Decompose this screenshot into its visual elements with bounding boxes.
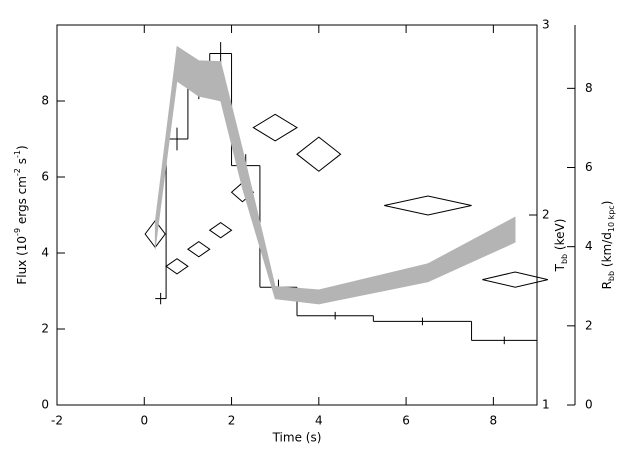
y3-tick-label: 2 (585, 318, 593, 332)
y3-axis-label-part: bb (607, 271, 616, 281)
y3-tick-label: 4 (585, 239, 593, 253)
x-tick-label: 4 (315, 414, 323, 428)
y-axis-label-part: -1 (13, 150, 22, 158)
diamond (384, 195, 472, 216)
x-tick-label: 6 (402, 414, 410, 428)
y-tick-label: 0 (41, 398, 49, 412)
y-tick-label: 6 (41, 170, 49, 184)
band-segment (198, 60, 221, 102)
y3-axis-label-part: ) (600, 201, 614, 206)
diamond (482, 271, 549, 288)
y3-axis-label-part: R (600, 281, 614, 289)
band-segment (274, 285, 320, 305)
diamond (144, 219, 166, 249)
x-tick-label: 0 (140, 414, 148, 428)
y-axis-label-part: -9 (13, 228, 22, 236)
y-tick-label: 4 (41, 246, 49, 260)
y2-axis-label-part: (keV) (553, 219, 567, 254)
y-axis-label-part: -2 (13, 168, 22, 176)
x-axis-label: Time (s) (272, 431, 322, 445)
x-tick-label: 8 (490, 414, 498, 428)
plot-frame (56, 24, 538, 406)
y-axis-label-part: s (15, 158, 29, 168)
diamond (230, 182, 255, 203)
y-tick-label: 2 (41, 322, 49, 336)
x-tick-label: 2 (228, 414, 236, 428)
y3-tick-label: 6 (585, 160, 593, 174)
y2-axis-label-part: T (553, 263, 567, 272)
band-segment (318, 263, 429, 305)
y2-axis-label-part: bb (560, 254, 569, 264)
diamond (165, 258, 189, 275)
y3-axis-label-part: 10 kpc (607, 205, 616, 232)
y2-axis-label: Tbb (keV) (553, 219, 570, 273)
diamond (296, 136, 342, 172)
band-segment (176, 45, 200, 97)
diamond (187, 240, 211, 258)
y2-tick-label: 2 (542, 208, 550, 222)
y-axis-label-part: ) (15, 145, 29, 150)
y3-axis-label: Rbb (km/d10 kpc) (600, 201, 617, 290)
y-tick-label: 8 (41, 94, 49, 108)
y3-axis-label-part: (km/d (600, 232, 614, 271)
y3-tick-label: 8 (585, 81, 593, 95)
x-tick-label: -2 (51, 414, 63, 428)
y-axis-label-part: Flux (10 (15, 236, 29, 285)
band-segment (427, 216, 516, 283)
y2-tick-label: 1 (542, 398, 550, 412)
y-axis-label: Flux (10-9 ergs cm-2 s-1) (13, 145, 29, 284)
y-axis-label-part: ergs cm (15, 176, 29, 228)
diamond (208, 221, 233, 239)
band-segment (242, 148, 276, 300)
y2-tick-label: 3 (542, 18, 550, 32)
diamond (252, 113, 298, 142)
y3-tick-label: 0 (585, 398, 593, 412)
